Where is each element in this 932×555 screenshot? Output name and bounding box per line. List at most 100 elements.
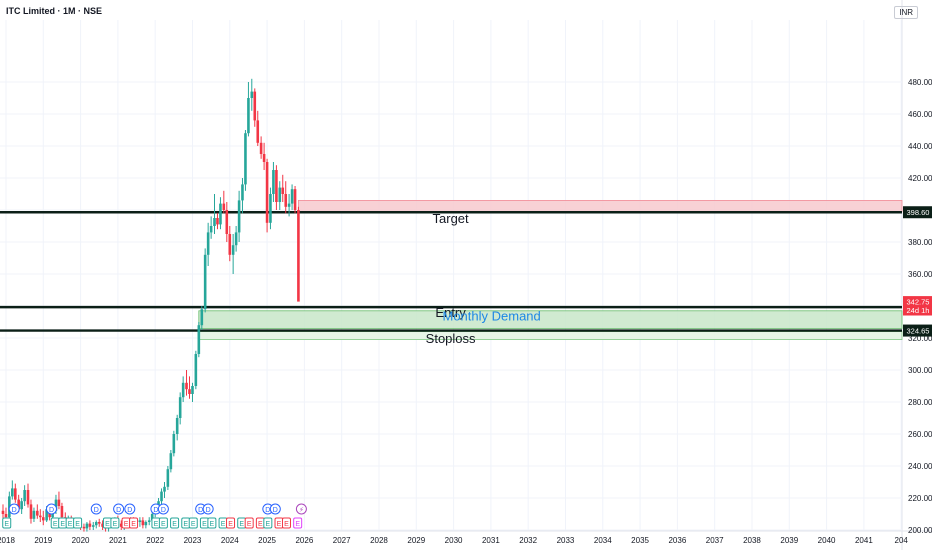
candle-body (166, 469, 170, 487)
candle-body (253, 91, 257, 121)
y-tick-label: 360.00 (908, 270, 932, 279)
y-tick-label: 440.00 (908, 142, 932, 151)
y-tick-label: 380.00 (908, 238, 932, 247)
candle-body (11, 488, 14, 497)
candle-body (191, 386, 194, 394)
x-tick-label: 2031 (482, 536, 500, 545)
candle-body (45, 509, 48, 521)
earnings-marker-label: E (277, 521, 282, 528)
event-marker (295, 503, 307, 515)
level-price-tag (903, 324, 932, 337)
candle-body (244, 133, 247, 185)
level-price-label: 398.60 (907, 208, 930, 217)
candle-body (85, 523, 89, 529)
earnings-marker (244, 517, 254, 529)
earnings-marker-label: E (228, 521, 233, 528)
candle-body (203, 254, 207, 310)
candle-body (88, 523, 92, 527)
event-marker (269, 503, 281, 515)
annotation-label: Monthly Demand (442, 308, 540, 323)
candle-body (14, 488, 17, 500)
earnings-marker (226, 517, 236, 529)
y-tick-label: 200.00 (908, 526, 932, 535)
event-marker (8, 503, 20, 515)
candle-body (91, 525, 95, 527)
event-marker (157, 503, 169, 515)
candle-body (241, 184, 244, 201)
candle-body (41, 517, 45, 521)
zone-monthly-demand (198, 310, 903, 329)
x-tick-label: 2027 (333, 536, 351, 545)
candle-body (94, 522, 98, 526)
candle-body (144, 522, 148, 526)
annotation-label: Stoploss (426, 331, 476, 346)
candle-body (269, 194, 272, 223)
x-tick-label: 2039 (780, 536, 798, 545)
event-marker (45, 503, 57, 515)
x-tick-label: 2025 (258, 536, 276, 545)
y-tick-label: 220.00 (908, 494, 932, 503)
candle-body (213, 218, 216, 226)
candle-body (228, 234, 232, 255)
candle-body (57, 499, 61, 506)
candle-body (278, 187, 282, 202)
candle-body (284, 194, 288, 207)
y-tick-label: 240.00 (908, 462, 932, 471)
earnings-marker (73, 517, 83, 529)
x-tick-label: 2018 (0, 536, 15, 545)
earnings-marker-label: E (161, 521, 166, 528)
x-tick-label: 2026 (295, 536, 313, 545)
event-marker-label: D (273, 507, 278, 514)
earnings-marker-label: E (221, 521, 226, 528)
event-marker (124, 503, 136, 515)
event-marker-label: D (12, 507, 17, 514)
candle-body (194, 354, 198, 386)
earnings-marker (170, 517, 180, 529)
event-marker-label: D (206, 507, 211, 514)
earnings-marker (158, 517, 168, 529)
x-tick-label: 2040 (818, 536, 836, 545)
x-tick-label: 2021 (109, 536, 127, 545)
symbol-title[interactable]: ITC Limited · 1M · NSE (6, 6, 103, 16)
x-tick-label: 2036 (668, 536, 686, 545)
candle-body (247, 98, 250, 134)
earnings-marker-label: E (4, 521, 9, 528)
candle-body (275, 170, 278, 202)
x-tick-label: 2024 (221, 536, 239, 545)
level-price-label: 324.65 (907, 327, 930, 336)
x-tick-label: 2028 (370, 536, 388, 545)
event-marker-label: D (94, 507, 99, 514)
candle-body (265, 162, 269, 223)
candle-body (216, 218, 219, 225)
candle-body (23, 490, 26, 502)
x-tick-label: 2038 (743, 536, 761, 545)
y-tick-label: 460.00 (908, 110, 932, 119)
earnings-marker-label: E (60, 521, 65, 528)
event-marker-label: D (116, 507, 121, 514)
zone-stoploss-band (198, 331, 903, 341)
earnings-marker-label: E (75, 521, 80, 528)
earnings-marker-label: E (53, 521, 58, 528)
candle-body (287, 203, 291, 207)
x-tick-label: 2032 (519, 536, 537, 545)
candle-body (150, 514, 154, 521)
candle-body (197, 325, 201, 354)
y-tick-label: 420.00 (908, 174, 932, 183)
annotation-label: Entry (435, 305, 466, 320)
earnings-marker-label: E (124, 521, 129, 528)
candle-body (222, 203, 226, 210)
candle-body (200, 309, 204, 326)
candle-body (160, 491, 163, 502)
candle-body (181, 382, 185, 398)
earnings-marker-label: E (183, 521, 188, 528)
currency-button[interactable]: INR (894, 6, 918, 19)
earnings-marker-label: E (191, 521, 196, 528)
x-tick-label: 2020 (72, 536, 90, 545)
candle-body (172, 434, 176, 454)
candle-body (82, 526, 86, 529)
candle-body (32, 510, 36, 519)
event-marker-label: D (265, 507, 270, 514)
candle-body (97, 522, 101, 524)
